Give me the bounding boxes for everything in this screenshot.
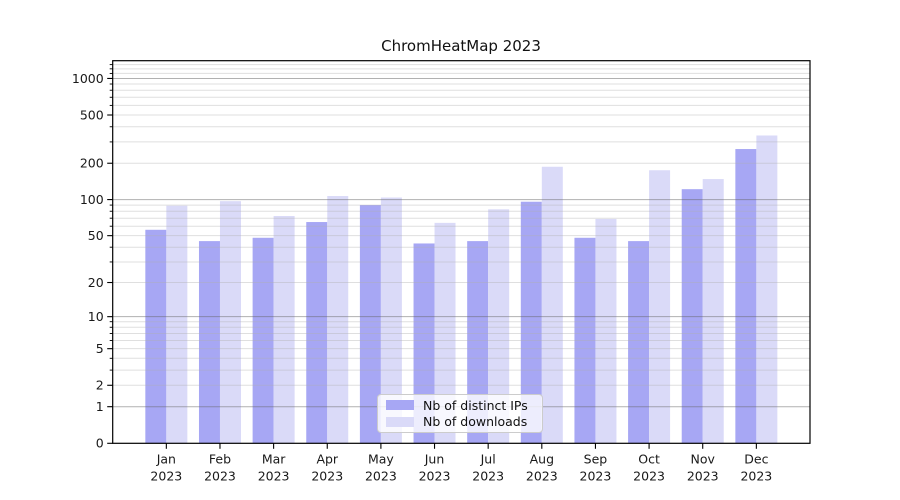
- x-tick-label-year: 2023: [526, 468, 558, 483]
- bar-ips-feb: [198, 241, 220, 444]
- bar-downloads-feb: [219, 201, 241, 444]
- x-tick-label-year: 2023: [419, 468, 451, 483]
- bar-downloads-dec: [756, 135, 778, 444]
- bar-downloads-sep: [595, 218, 617, 444]
- bar-ips-may: [359, 205, 381, 444]
- y-tick-label: 50: [88, 228, 104, 243]
- bar-ips-jun: [413, 243, 435, 444]
- legend-label-ips: Nb of distinct IPs: [423, 397, 528, 413]
- y-tick-label: 0: [96, 436, 104, 451]
- x-tick-label-month: Jan: [156, 451, 176, 466]
- legend-label-downloads: Nb of downloads: [423, 414, 528, 430]
- bar-ips-jul: [467, 241, 489, 444]
- x-tick-label-year: 2023: [311, 468, 343, 483]
- x-tick-label-month: Oct: [638, 451, 660, 466]
- legend-swatch-ips: [386, 400, 414, 411]
- bar-ips-mar: [252, 237, 274, 444]
- bar-ips-oct: [628, 241, 650, 444]
- y-tick-label: 200: [80, 156, 104, 171]
- x-tick-label-year: 2023: [150, 468, 182, 483]
- bar-downloads-jan: [166, 205, 188, 444]
- x-tick-label-month: Dec: [744, 451, 768, 466]
- bar-ips-sep: [574, 237, 596, 444]
- x-tick-label-year: 2023: [472, 468, 504, 483]
- bar-downloads-apr: [327, 196, 349, 444]
- x-tick-label-month: Jun: [424, 451, 445, 466]
- bar-ips-jan: [145, 229, 167, 444]
- y-tick-label: 20: [88, 275, 104, 290]
- legend-item-distinct-ips: Nb of distinct IPs: [386, 397, 534, 413]
- x-tick-label-year: 2023: [204, 468, 236, 483]
- x-tick-label-month: Apr: [316, 451, 338, 466]
- x-tick-label-month: Nov: [691, 451, 716, 466]
- x-tick-label-year: 2023: [633, 468, 665, 483]
- x-tick-label-year: 2023: [687, 468, 719, 483]
- y-tick-label: 10: [88, 309, 104, 324]
- x-tick-label-month: Feb: [209, 451, 231, 466]
- plot-border: [112, 60, 811, 444]
- x-tick-label-month: Mar: [262, 451, 286, 466]
- x-tick-label-month: Sep: [584, 451, 608, 466]
- legend: Nb of distinct IPs Nb of downloads: [377, 394, 543, 433]
- x-tick-label-month: May: [368, 451, 394, 466]
- bar-downloads-jun: [434, 222, 456, 444]
- y-tick-label: 1000: [72, 71, 104, 86]
- y-tick-label: 100: [80, 192, 104, 207]
- bar-downloads-aug: [541, 166, 563, 444]
- bar-ips-dec: [735, 149, 757, 444]
- bar-ips-apr: [306, 222, 328, 444]
- bar-downloads-oct: [649, 170, 671, 444]
- chart-title: ChromHeatMap 2023: [381, 37, 541, 55]
- x-tick-label-year: 2023: [365, 468, 397, 483]
- x-tick-label-year: 2023: [740, 468, 772, 483]
- y-tick-label: 2: [96, 378, 104, 393]
- y-tick-label: 5: [96, 341, 104, 356]
- bar-ips-aug: [520, 201, 542, 444]
- legend-swatch-downloads: [386, 416, 414, 427]
- x-tick-label-month: Jul: [480, 451, 496, 466]
- x-tick-label-month: Aug: [530, 451, 554, 466]
- x-tick-label-year: 2023: [258, 468, 290, 483]
- bar-downloads-mar: [273, 216, 295, 444]
- y-tick-label: 500: [80, 107, 104, 122]
- bar-downloads-nov: [702, 179, 724, 444]
- y-tick-label: 1: [96, 399, 104, 414]
- bar-downloads-may: [380, 197, 402, 444]
- legend-item-downloads: Nb of downloads: [386, 414, 534, 430]
- bar-downloads-jul: [488, 209, 510, 444]
- x-tick-label-year: 2023: [580, 468, 612, 483]
